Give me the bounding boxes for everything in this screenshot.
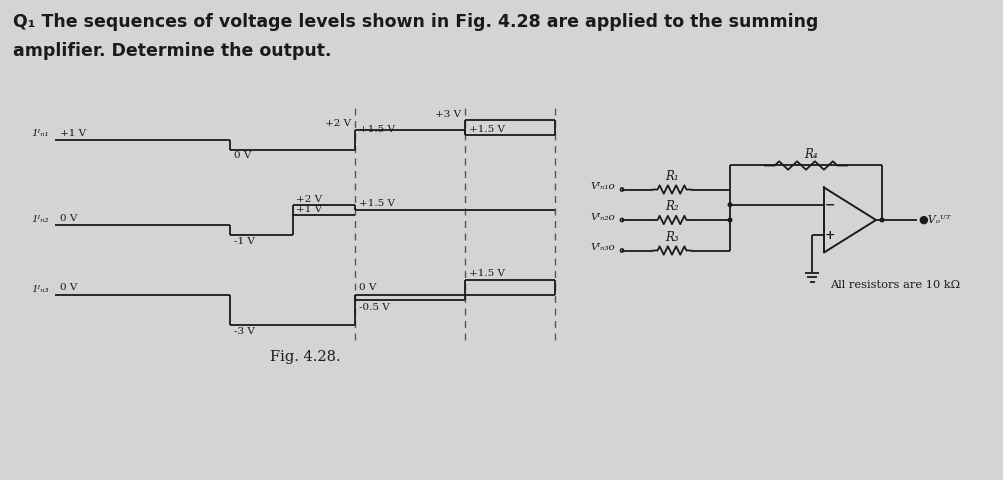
Text: +2 V: +2 V <box>296 194 322 204</box>
Text: R₂: R₂ <box>665 201 678 214</box>
Text: Q₁ The sequences of voltage levels shown in Fig. 4.28 are applied to the summing: Q₁ The sequences of voltage levels shown… <box>13 13 817 31</box>
Text: +1.5 V: +1.5 V <box>468 269 505 278</box>
Text: +1 V: +1 V <box>60 129 86 137</box>
Circle shape <box>880 218 883 222</box>
Text: +1.5 V: +1.5 V <box>359 124 394 133</box>
Text: ●Vₒᵁᵀ: ●Vₒᵁᵀ <box>917 215 950 225</box>
Text: +2 V: +2 V <box>325 120 351 129</box>
Text: 0 V: 0 V <box>234 152 251 160</box>
Text: 0 V: 0 V <box>359 284 376 292</box>
Text: 0 V: 0 V <box>60 284 77 292</box>
Circle shape <box>727 218 731 222</box>
Text: Fig. 4.28.: Fig. 4.28. <box>270 350 340 364</box>
Text: 0 V: 0 V <box>60 214 77 223</box>
Text: +1 V: +1 V <box>296 204 322 214</box>
Text: -0.5 V: -0.5 V <box>359 302 389 312</box>
Text: Vᴵₙ₃o: Vᴵₙ₃o <box>590 243 615 252</box>
Text: 1ᴵₙ₂: 1ᴵₙ₂ <box>31 215 49 224</box>
Text: amplifier. Determine the output.: amplifier. Determine the output. <box>13 42 331 60</box>
Text: +1.5 V: +1.5 V <box>468 124 505 133</box>
Circle shape <box>727 203 731 206</box>
Text: Vᴵₙ₂o: Vᴵₙ₂o <box>590 213 615 221</box>
Text: -1 V: -1 V <box>234 237 255 245</box>
Text: +: + <box>823 229 834 242</box>
Text: R₄: R₄ <box>803 148 817 161</box>
Text: 1ᴵₙ₃: 1ᴵₙ₃ <box>31 285 49 293</box>
Text: R₃: R₃ <box>665 231 678 244</box>
Text: 1ᴵₙ₁: 1ᴵₙ₁ <box>31 130 49 139</box>
Text: −: − <box>823 198 834 211</box>
Text: -3 V: -3 V <box>234 326 255 336</box>
Text: All resistors are 10 kΩ: All resistors are 10 kΩ <box>829 279 959 289</box>
Text: Vᴵₙ₁o: Vᴵₙ₁o <box>590 182 615 191</box>
Text: R₁: R₁ <box>665 170 678 183</box>
Text: +1.5 V: +1.5 V <box>359 200 394 208</box>
Text: +3 V: +3 V <box>434 109 460 119</box>
